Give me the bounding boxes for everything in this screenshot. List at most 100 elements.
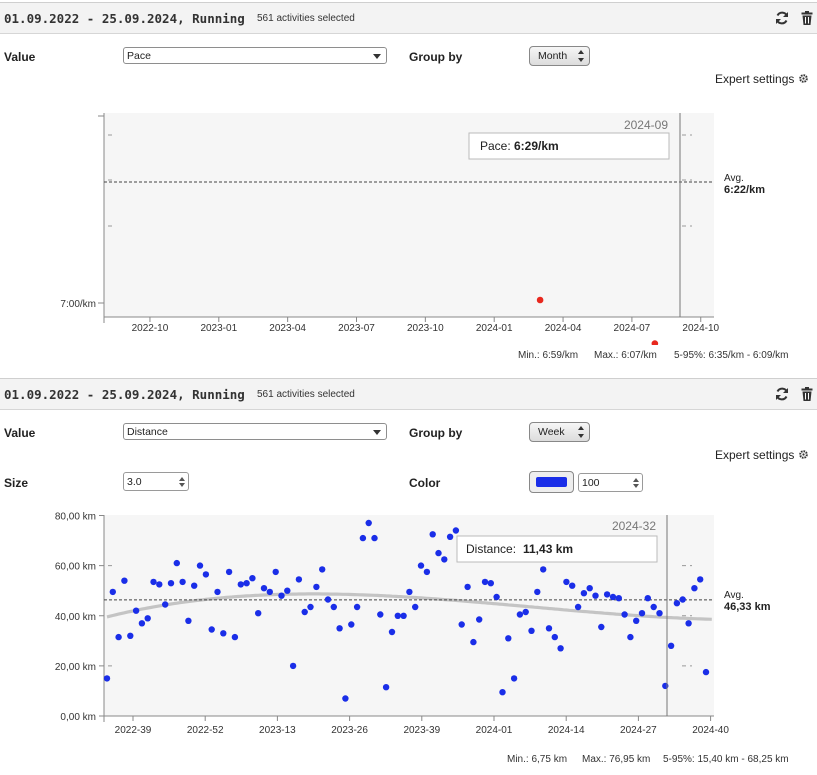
expert-settings-link[interactable]: Expert settings — [715, 448, 809, 462]
data-point — [667, 642, 675, 649]
y-tick-label: 7:00/km — [60, 299, 96, 310]
data-point — [121, 577, 128, 584]
trend-line — [106, 592, 712, 621]
data-point — [400, 612, 407, 619]
y-tick-label: 60,00 km — [55, 562, 96, 573]
data-point — [359, 534, 367, 542]
data-point — [446, 533, 454, 540]
data-point — [202, 571, 210, 578]
size-input[interactable]: 3.0 — [123, 472, 189, 491]
data-point — [272, 568, 279, 576]
data-point — [284, 587, 291, 594]
data-point — [156, 581, 163, 588]
data-point — [592, 592, 599, 599]
trash-icon[interactable] — [799, 10, 815, 26]
x-tick-label: 2022-10 — [132, 323, 169, 334]
data-point — [289, 662, 297, 670]
data-point — [313, 583, 320, 591]
data-point — [319, 566, 326, 573]
data-point — [138, 620, 146, 627]
data-point — [324, 596, 332, 603]
data-point — [528, 627, 535, 634]
refresh-icon[interactable] — [774, 10, 790, 26]
x-tick-label: 2023-26 — [331, 725, 368, 736]
x-tick-label: 2024-14 — [548, 725, 585, 736]
data-point — [429, 531, 436, 538]
data-point — [394, 612, 401, 619]
average-label: Avg. — [724, 590, 744, 601]
x-tick-label: 2024-07 — [614, 323, 651, 334]
data-point — [691, 585, 698, 592]
y-tick-label: 0,00 km — [60, 712, 96, 723]
data-point — [609, 593, 617, 601]
data-point — [266, 588, 273, 596]
data-point — [540, 566, 547, 573]
x-tick-label: 2024-01 — [476, 725, 513, 736]
data-point — [162, 601, 169, 608]
data-point — [441, 556, 448, 563]
trash-icon[interactable] — [799, 386, 815, 402]
data-point — [662, 682, 669, 690]
data-point — [603, 591, 611, 598]
data-point — [365, 519, 372, 527]
refresh-icon[interactable] — [774, 386, 790, 402]
data-point — [673, 600, 681, 607]
group-by-select-text: Month — [538, 50, 568, 62]
data-point — [132, 607, 140, 614]
tooltip-box — [456, 535, 658, 563]
data-point — [191, 582, 198, 589]
data-point — [633, 617, 640, 624]
data-point — [301, 608, 308, 616]
data-point — [423, 568, 431, 576]
data-point — [476, 616, 483, 623]
data-point — [382, 684, 390, 691]
data-point — [656, 610, 663, 617]
data-point — [214, 588, 221, 596]
tooltip-label: Distance: — [466, 542, 516, 556]
data-point — [225, 568, 233, 576]
data-point — [458, 621, 465, 628]
value-label: Value — [4, 426, 36, 440]
group-by-select[interactable]: Week — [529, 422, 590, 442]
data-point — [534, 588, 541, 596]
x-tick-label: 2023-13 — [259, 725, 296, 736]
data-point — [278, 592, 285, 599]
data-point — [580, 590, 588, 597]
x-tick-label: 2023-04 — [269, 323, 306, 334]
x-tick-label: 2024-04 — [545, 323, 582, 334]
y-tick-label: 80,00 km — [55, 512, 96, 523]
average-label: Avg. — [724, 173, 744, 184]
expert-settings-link[interactable]: Expert settings — [715, 72, 809, 86]
average-value: 6:22/km — [724, 184, 765, 196]
distance-chart: 0,00 km 20,00 km 40,00 km 60,00 km 80,00 km 2… — [55, 512, 771, 737]
color-picker[interactable] — [529, 471, 574, 493]
panel-title: 01.09.2022 - 25.09.2024, Running — [4, 11, 245, 26]
x-tick-label: 2022-52 — [187, 725, 224, 736]
data-point — [336, 625, 343, 632]
data-point — [173, 559, 180, 567]
data-point — [615, 595, 622, 602]
cursor-label: 2024-09 — [624, 118, 668, 132]
tooltip-value: 6:29/km — [514, 139, 559, 153]
data-point — [697, 576, 704, 583]
y-tick-label: 40,00 km — [55, 612, 96, 623]
value-select[interactable]: Pace — [123, 47, 387, 64]
group-by-label: Group by — [409, 50, 463, 64]
data-point — [220, 630, 227, 637]
x-tick-label: 2023-07 — [338, 323, 375, 334]
data-point — [574, 603, 582, 611]
data-point — [551, 633, 558, 641]
opacity-input[interactable]: 100 — [578, 473, 643, 492]
group-by-select[interactable]: Month — [529, 46, 590, 66]
panel-title: 01.09.2022 - 25.09.2024, Running — [4, 387, 245, 402]
average-value: 46,33 km — [724, 601, 771, 613]
pace-chart: 7:00/km 2022-10 2023-01 2023-04 2023-07 2023-… — [60, 113, 765, 345]
data-point — [243, 580, 250, 587]
data-point — [435, 549, 442, 557]
data-point — [342, 695, 349, 702]
data-point — [144, 615, 151, 622]
data-point — [470, 638, 477, 646]
value-select[interactable]: Distance — [123, 423, 387, 440]
color-label: Color — [409, 476, 441, 490]
data-point — [371, 534, 378, 542]
